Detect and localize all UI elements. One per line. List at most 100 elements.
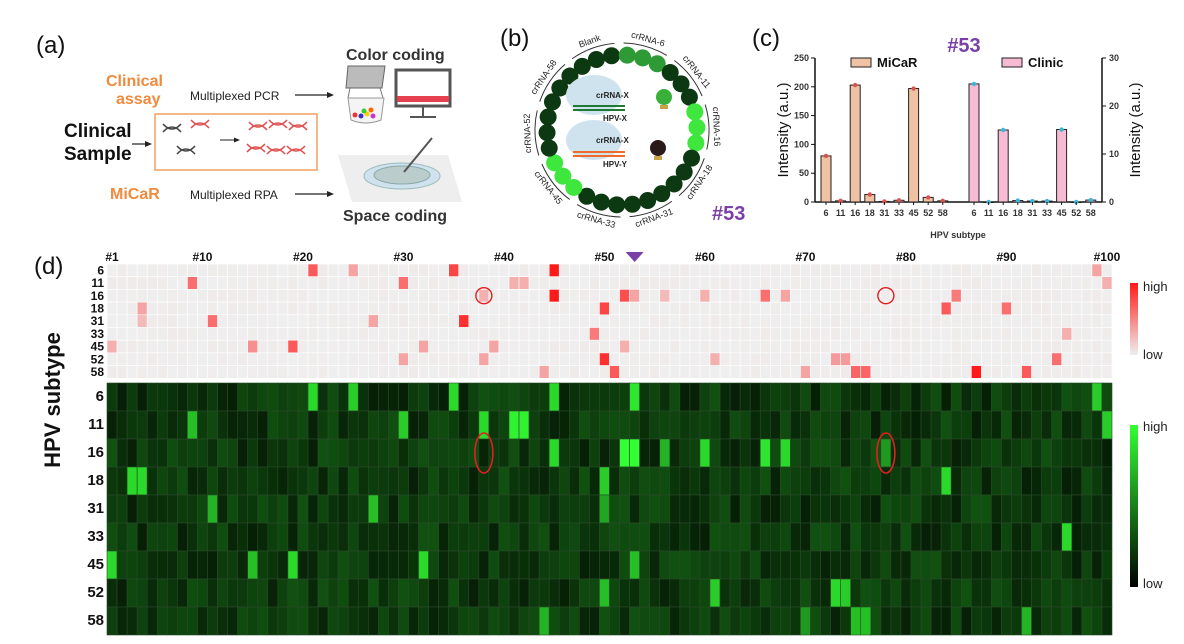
- heatmap-cell: [398, 494, 409, 524]
- heatmap-cell: [659, 382, 671, 412]
- heatmap-cell: [327, 314, 339, 328]
- heatmap-cell: [307, 339, 319, 354]
- row-label-6: 6: [96, 388, 104, 405]
- heatmap-cell: [689, 352, 701, 366]
- heatmap-cell: [257, 606, 269, 636]
- heatmap-cell: [749, 327, 761, 341]
- heatmap-cell: [1001, 314, 1012, 328]
- heatmap-cell: [357, 327, 369, 341]
- heatmap-cell: [458, 289, 470, 303]
- heatmap-cell: [1051, 339, 1063, 354]
- heatmap-cell: [347, 339, 359, 354]
- heatmap-cell: [247, 494, 259, 524]
- heatmap-cell: [408, 327, 419, 341]
- heatmap-cell: [619, 382, 630, 412]
- heatmap-cell: [448, 606, 460, 636]
- heatmap-cell: [398, 263, 409, 277]
- heatmap-cell: [388, 578, 399, 608]
- heatmap-cell: [950, 578, 962, 608]
- heatmap-cell: [357, 289, 369, 303]
- heatmap-cell: [920, 314, 932, 328]
- heatmap-cell: [619, 578, 630, 608]
- heatmap-cell: [1041, 339, 1053, 354]
- heatmap-cell: [297, 276, 309, 290]
- heatmap-cell: [960, 314, 972, 328]
- heatmap-cell: [800, 550, 811, 580]
- heatmap-cell: [217, 352, 228, 366]
- heatmap-cell: [820, 314, 831, 328]
- heatmap-cell: [418, 494, 429, 524]
- heatmap-cell: [599, 438, 610, 468]
- heatmap-cell: [357, 314, 369, 328]
- heatmap-cell: [940, 606, 952, 636]
- heatmap-cell: [1001, 289, 1012, 303]
- heatmap-cell: [438, 522, 449, 552]
- heatmap-cell: [729, 263, 741, 277]
- heatmap-cell: [468, 522, 480, 552]
- heatmap-cell: [307, 276, 319, 290]
- heatmap-cell: [739, 578, 751, 608]
- heatmap-cell: [1091, 578, 1103, 608]
- heatmap-cell: [790, 263, 801, 277]
- heatmap-cell: [981, 263, 992, 277]
- heatmap-cell: [940, 289, 952, 303]
- heatmap-cell: [247, 438, 259, 468]
- heatmap-cell: [649, 606, 661, 636]
- heatmap-cell: [156, 339, 168, 354]
- heatmap-cell: [207, 578, 218, 608]
- heatmap-cell: [498, 289, 510, 303]
- heatmap-cell: [699, 466, 711, 496]
- heatmap-cell: [458, 365, 470, 379]
- heatmap-cell: [126, 289, 138, 303]
- heatmap-cell: [478, 438, 490, 468]
- heatmap-cell: [659, 263, 671, 277]
- heatmap-cell: [790, 606, 801, 636]
- heatmap-cell: [156, 365, 168, 379]
- heatmap-cell: [217, 301, 228, 316]
- heatmap-cell: [860, 327, 872, 341]
- heatmap-cell: [197, 276, 208, 290]
- heatmap-cell: [277, 494, 289, 524]
- heatmap-cell: [1071, 327, 1083, 341]
- heatmap-cell: [749, 466, 761, 496]
- heatmap-cell: [749, 301, 761, 316]
- highlight-arrow-icon: [625, 252, 644, 262]
- heatmap-cell: [227, 289, 238, 303]
- heatmap-cell: [217, 327, 228, 341]
- heatmap-cell: [448, 365, 460, 379]
- heatmap-cell: [167, 382, 178, 412]
- heatmap-cell: [659, 289, 671, 303]
- heatmap-cell: [498, 522, 510, 552]
- column-label: #70: [795, 250, 815, 264]
- heatmap-cell: [378, 365, 389, 379]
- heatmap-cell: [448, 550, 460, 580]
- heatmap-cell: [116, 410, 128, 440]
- heatmap-cell: [1081, 314, 1093, 328]
- clinical-assay-label: Clinical: [106, 73, 163, 90]
- bar-micar-16: [849, 84, 861, 203]
- heatmap-cell: [910, 578, 922, 608]
- heatmap-cell: [599, 327, 610, 341]
- heatmap-cell: [478, 314, 490, 328]
- heatmap-cell: [227, 327, 238, 341]
- heatmap-cell: [197, 494, 208, 524]
- heatmap-cell: [950, 301, 962, 316]
- heatmap-cell: [558, 550, 570, 580]
- heatmap-cell: [247, 466, 259, 496]
- heatmap-cell: [810, 438, 821, 468]
- heatmap-cell: [920, 365, 932, 379]
- heatmap-cell: [880, 522, 892, 552]
- heatmap-cell: [810, 327, 821, 341]
- heatmap-cell: [317, 339, 329, 354]
- heatmap-cell: [1061, 276, 1073, 290]
- heatmap-cell: [367, 466, 379, 496]
- heatmap-cell: [106, 314, 118, 328]
- x-tick-label: 58: [938, 208, 948, 218]
- heatmap-cell: [518, 276, 530, 290]
- x-tick-label: 16: [998, 208, 1008, 218]
- heatmap-cell: [800, 522, 811, 552]
- heatmap-cell: [518, 466, 530, 496]
- heatmap-cell: [287, 606, 299, 636]
- dna-icon: [162, 123, 182, 133]
- heatmap-cell: [106, 276, 118, 290]
